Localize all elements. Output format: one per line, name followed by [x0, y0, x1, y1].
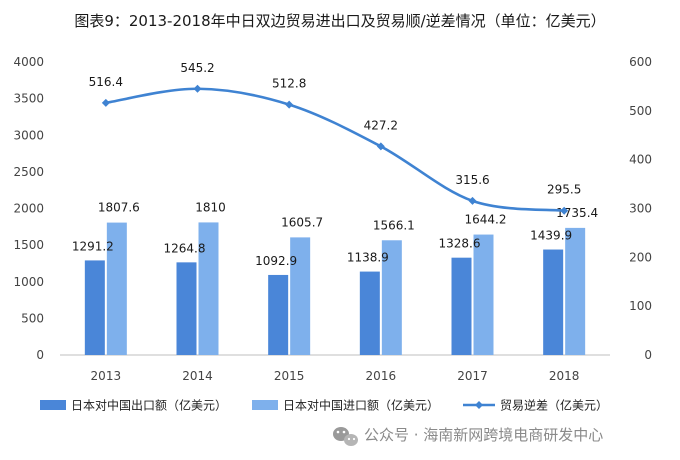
watermark: 公众号 · 海南新网跨境电商研发中心	[333, 426, 603, 446]
y-left-tick-label: 2500	[13, 165, 44, 179]
chart-value-labels: 1291.2 1807.6 1264.8 1810 1092.9 1605.7 1138.9…	[72, 200, 598, 268]
x-tick-label: 2013	[91, 369, 122, 383]
bar-export	[176, 262, 197, 355]
trade-deficit-point	[101, 98, 110, 107]
bar-export	[84, 260, 105, 355]
chart-axes: 0 500 1000 1500 2000 2500 3000 3500 4000 0 100 200 3…	[13, 55, 652, 383]
y-right-tick-label: 600	[629, 55, 652, 69]
trade-deficit-line	[105, 87, 565, 212]
legend-export-swatch	[40, 400, 66, 410]
y-right-tick-label: 200	[629, 250, 652, 264]
bar-import	[106, 222, 127, 355]
legend-import-label: 日本对中国进口额（亿美元）	[283, 398, 439, 413]
bar-import	[473, 234, 494, 355]
chart-title: 图表9：2013-2018年中日双边贸易进出口及贸易顺/逆差情况（单位：亿美元）	[74, 12, 605, 30]
y-left-tick-label: 1500	[13, 238, 44, 252]
trade-deficit-value-label: 512.8	[272, 77, 306, 91]
trade-deficit-point	[560, 206, 569, 215]
export-value-label: 1264.8	[164, 241, 206, 255]
x-tick-label: 2017	[457, 369, 488, 383]
y-left-tick-label: 2000	[13, 202, 44, 216]
export-value-label: 1328.6	[439, 237, 481, 251]
export-value-label: 1439.9	[530, 229, 572, 243]
import-value-label: 1810	[195, 200, 226, 214]
x-tick-label: 2015	[274, 369, 305, 383]
trade-deficit-value-label: 315.6	[455, 173, 489, 187]
bar-import	[198, 222, 219, 355]
y-right-tick-label: 300	[629, 202, 652, 216]
y-left-tick-label: 500	[21, 311, 44, 325]
trade-deficit-point	[193, 84, 202, 93]
y-left-tick-label: 3000	[13, 128, 44, 142]
watermark-text: 公众号 · 海南新网跨境电商研发中心	[364, 426, 603, 444]
bar-import	[381, 240, 402, 355]
y-left-tick-label: 1000	[13, 275, 44, 289]
trade-deficit-point	[376, 142, 385, 151]
y-right-tick-label: 500	[629, 104, 652, 118]
bar-export	[359, 271, 380, 355]
legend-import-swatch	[252, 400, 278, 410]
bar-import	[290, 237, 311, 355]
export-value-label: 1092.9	[255, 254, 297, 268]
export-value-label: 1138.9	[347, 251, 389, 265]
x-tick-label: 2014	[182, 369, 213, 383]
legend-line-label: 贸易逆差（亿美元）	[500, 398, 608, 413]
bar-export	[451, 257, 472, 355]
trade-deficit-point	[285, 100, 294, 109]
x-tick-label: 2016	[366, 369, 397, 383]
chart-legend: 日本对中国出口额（亿美元） 日本对中国进口额（亿美元） 贸易逆差（亿美元）	[40, 398, 608, 413]
y-right-tick-label: 400	[629, 153, 652, 167]
import-value-label: 1566.1	[373, 218, 415, 232]
trade-deficit-value-label: 295.5	[547, 183, 581, 197]
y-right-tick-label: 0	[644, 348, 652, 362]
y-left-tick-label: 4000	[13, 55, 44, 69]
bar-import	[565, 227, 586, 355]
legend-line-marker	[475, 401, 483, 409]
trade-deficit-value-label: 427.2	[364, 118, 398, 132]
import-value-label: 1605.7	[281, 215, 323, 229]
y-left-tick-label: 0	[36, 348, 44, 362]
export-value-label: 1291.2	[72, 239, 114, 253]
bar-export	[268, 274, 289, 355]
legend-export-label: 日本对中国出口额（亿美元）	[71, 398, 227, 413]
y-left-tick-label: 3500	[13, 92, 44, 106]
bar-export	[543, 249, 564, 355]
chart-line-series: 516.4 545.2 512.8 427.2 315.6 295.5	[89, 61, 581, 215]
import-value-label: 1807.6	[98, 201, 140, 215]
trade-deficit-value-label: 516.4	[89, 75, 123, 89]
y-right-tick-label: 100	[629, 299, 652, 313]
trade-deficit-point	[468, 196, 477, 205]
x-tick-label: 2018	[549, 369, 580, 383]
wechat-icon	[333, 427, 358, 446]
trade-deficit-value-label: 545.2	[180, 61, 214, 75]
import-value-label: 1644.2	[465, 213, 507, 227]
chart-bars	[84, 222, 586, 355]
